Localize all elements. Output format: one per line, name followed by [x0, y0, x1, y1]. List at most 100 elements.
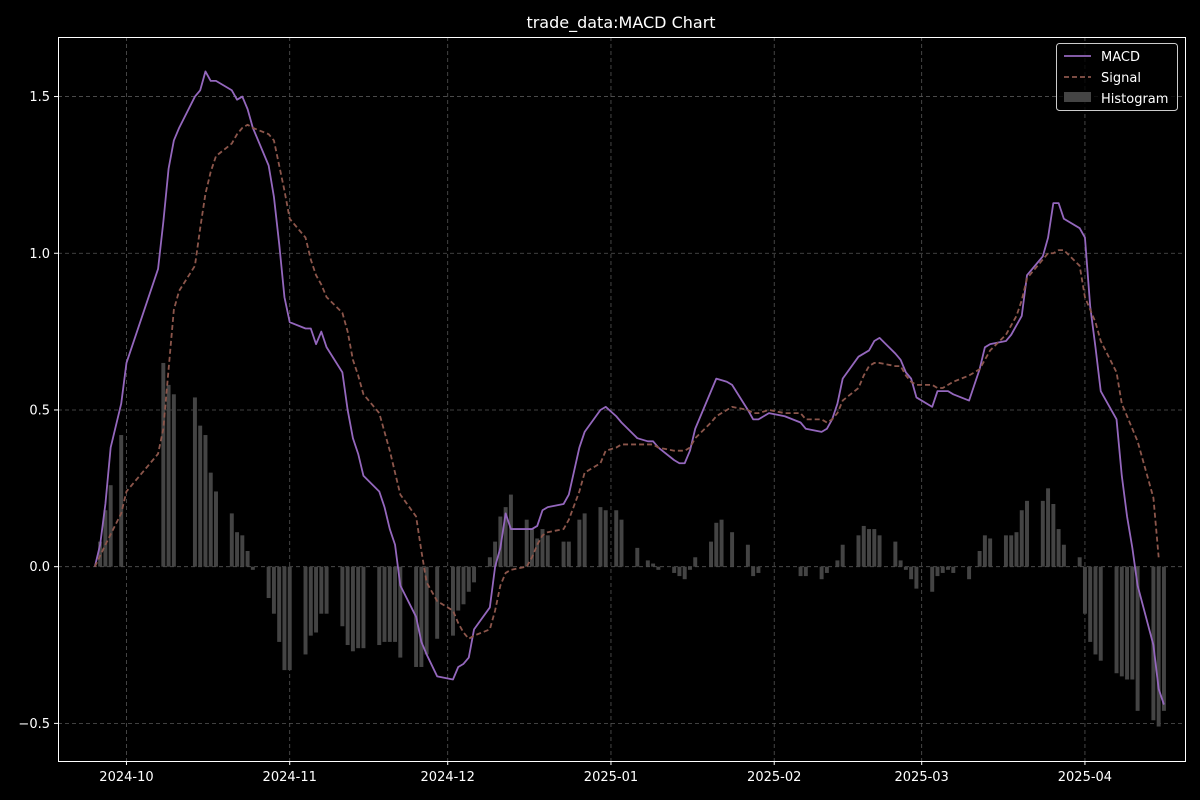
histogram-bar: [967, 566, 972, 580]
histogram-bar: [498, 516, 503, 567]
histogram-bar: [1098, 566, 1103, 661]
y-axis-ticks: −0.5 0.0 0.5 1.0 1.5: [18, 90, 58, 732]
histogram-bar: [1119, 566, 1124, 677]
histogram-bar: [714, 522, 719, 567]
plot-frame: [58, 37, 1186, 762]
histogram-bar: [988, 538, 993, 567]
histogram-bar: [1077, 557, 1082, 567]
histogram-bar: [250, 566, 255, 570]
histogram-bar: [382, 566, 387, 642]
histogram-bar: [1061, 544, 1066, 567]
histogram-bars: [98, 362, 1166, 727]
histogram-bar: [687, 566, 692, 570]
histogram-bar: [1046, 488, 1051, 567]
histogram-bar: [835, 560, 840, 567]
histogram-bar: [1051, 503, 1056, 567]
histogram-bar: [977, 551, 982, 567]
histogram-bar: [635, 547, 640, 567]
legend-signal-label: Signal: [1101, 71, 1141, 86]
x-tick-label: 2025-02: [747, 770, 801, 785]
histogram-bar: [119, 435, 124, 567]
histogram-bar: [693, 557, 698, 567]
histogram-bar: [751, 566, 756, 577]
histogram-bar: [1130, 566, 1135, 680]
histogram-bar: [682, 566, 687, 580]
histogram-bar: [614, 510, 619, 567]
histogram-bar: [314, 566, 319, 633]
y-tick-label: 1.0: [29, 247, 50, 262]
histogram-bar: [1009, 535, 1014, 567]
histogram-bar: [171, 394, 176, 567]
histogram-bar: [387, 566, 392, 642]
histogram-bar: [656, 566, 661, 570]
histogram-bar: [424, 566, 429, 655]
histogram-bar: [819, 566, 824, 580]
histogram-bar: [898, 560, 903, 567]
histogram-bar: [1156, 566, 1161, 727]
histogram-bar: [893, 541, 898, 567]
histogram-bar: [940, 566, 945, 573]
histogram-bar: [719, 519, 724, 567]
histogram-bar: [645, 560, 650, 567]
histogram-bar: [1056, 529, 1061, 567]
histogram-bar: [266, 566, 271, 599]
histogram-bar: [214, 491, 218, 567]
histogram-bar: [508, 494, 513, 567]
histogram-bar: [277, 566, 282, 642]
x-tick-label: 2025-04: [1058, 770, 1112, 785]
histogram-bar: [345, 566, 350, 646]
histogram-bar: [198, 425, 203, 567]
histogram-bar: [108, 485, 113, 567]
x-tick-label: 2024-11: [263, 770, 317, 785]
histogram-bar: [192, 397, 197, 567]
histogram-bar: [487, 557, 492, 567]
histogram-bar: [229, 513, 234, 567]
histogram-bar: [1161, 566, 1166, 711]
histogram-bar: [282, 566, 287, 671]
histogram-bar: [419, 566, 424, 667]
histogram-bar: [730, 532, 735, 567]
histogram-bar: [1125, 566, 1130, 680]
histogram-bar: [208, 472, 213, 567]
histogram-bar: [824, 566, 829, 573]
histogram-bar: [535, 538, 540, 567]
histogram-bar: [340, 566, 345, 627]
histogram-bar: [877, 535, 882, 567]
histogram-bar: [529, 529, 534, 567]
histogram-bar: [356, 566, 361, 649]
histogram-bar: [161, 362, 166, 567]
histogram-bar: [324, 566, 329, 614]
histogram-bar: [472, 566, 477, 583]
histogram-bar: [1014, 532, 1019, 567]
histogram-bar: [493, 541, 498, 567]
histogram-bar: [619, 519, 624, 567]
histogram-bar: [856, 535, 861, 567]
histogram-bar: [319, 566, 324, 614]
x-axis-ticks: 2024-10 2024-11 2024-12 2025-01 2025-02 2025-…: [99, 761, 1112, 785]
histogram-bar: [867, 529, 871, 567]
histogram-bar: [287, 566, 292, 671]
histogram-bar: [308, 566, 313, 636]
histogram-bar: [651, 563, 656, 567]
histogram-bar: [1003, 535, 1008, 567]
histogram-bar: [861, 525, 866, 567]
histogram-bar: [98, 541, 103, 567]
x-tick-label: 2024-10: [99, 770, 153, 785]
histogram-bar: [235, 532, 240, 567]
legend: MACD Signal Histogram: [1056, 43, 1178, 111]
histogram-bar: [103, 510, 108, 567]
histogram-bar: [393, 566, 398, 642]
histogram-bar: [745, 544, 750, 567]
histogram-bar: [935, 566, 940, 577]
histogram-bar: [503, 507, 508, 567]
histogram-bar: [930, 566, 935, 592]
histogram-bar: [798, 566, 803, 577]
histogram-bar: [451, 566, 455, 636]
histogram-bar: [1088, 566, 1093, 642]
histogram-bar: [540, 529, 545, 567]
y-tick-label: 0.5: [29, 403, 50, 418]
histogram-bar: [350, 566, 355, 652]
histogram-bar: [466, 566, 471, 592]
histogram-bar: [245, 551, 250, 567]
